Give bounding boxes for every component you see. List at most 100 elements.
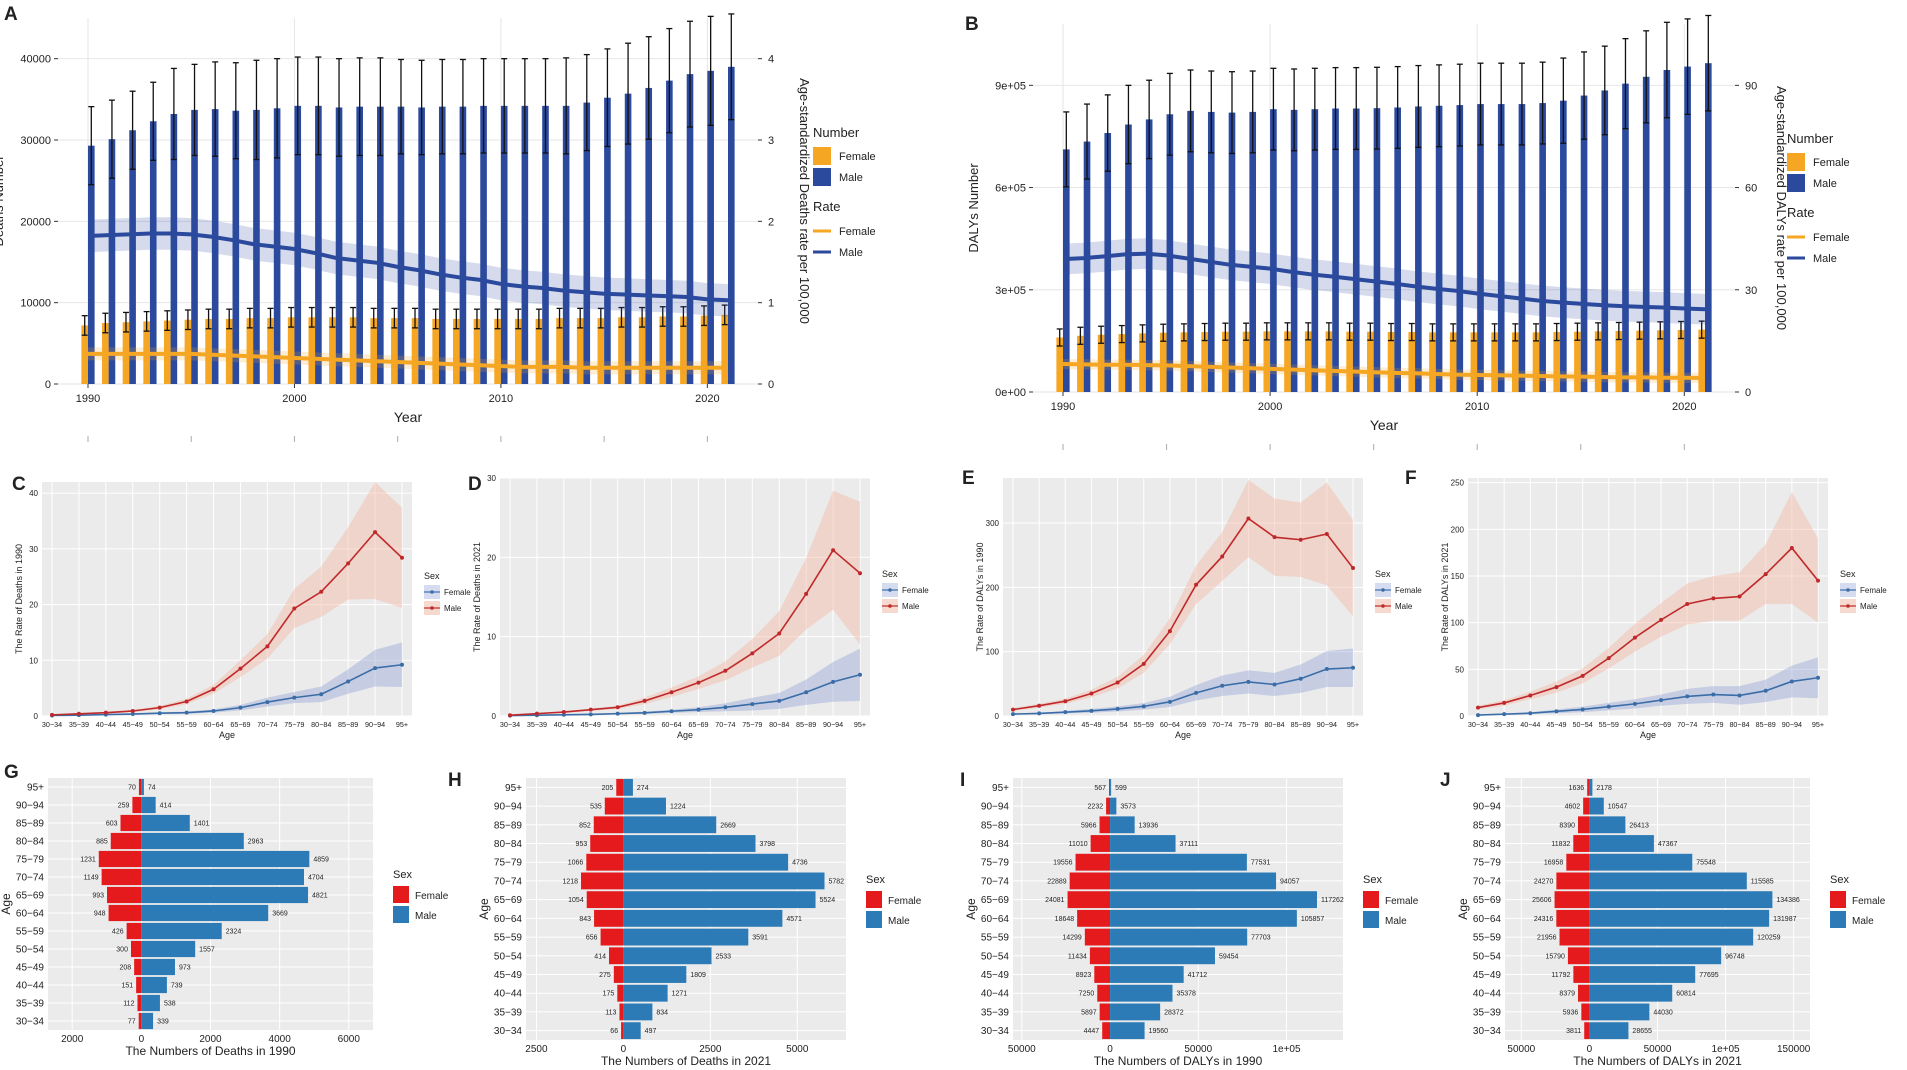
- male-point: [157, 705, 162, 710]
- male-point: [373, 530, 378, 535]
- x-tick-label: 55−59: [177, 720, 197, 729]
- age-tick-label: 55−59: [16, 927, 45, 938]
- male-point: [130, 708, 135, 713]
- legend-male-label: Male: [415, 911, 437, 922]
- x-tick-label: 0: [1107, 1044, 1113, 1055]
- x-tick-label: 2010: [489, 393, 513, 405]
- legend-number-rate: Number Female Male Rate Female Male: [813, 125, 876, 259]
- x-tick-label: 1990: [76, 393, 100, 405]
- female-point: [561, 712, 566, 717]
- male-bar: [1166, 114, 1174, 392]
- male-bar: [686, 74, 694, 385]
- panel-label-I: I: [960, 770, 965, 791]
- male-bar: [1663, 70, 1671, 392]
- x-tick-label: 1e+05: [1712, 1044, 1741, 1055]
- female-point: [696, 707, 701, 712]
- male-value-label: 1809: [690, 972, 706, 979]
- female-bar: [1636, 330, 1643, 392]
- male-bar: [623, 966, 687, 983]
- male-point: [1220, 554, 1225, 559]
- male-value-label: 2178: [1596, 785, 1612, 792]
- x-tick-label: 75−79: [1238, 720, 1258, 729]
- x-tick-label: 40−44: [1055, 720, 1075, 729]
- male-bar: [141, 940, 196, 958]
- male-bar: [1104, 133, 1112, 392]
- male-value-label: 47367: [1658, 841, 1678, 848]
- legend-male-swatch: [393, 906, 409, 923]
- x-tick-label: 5000: [786, 1044, 809, 1055]
- chart-E: 0 100 200 300 30−34 35−39 40−44 45−49 50−54 55−59…: [975, 478, 1422, 740]
- legend-female-label: Female: [888, 896, 922, 907]
- female-rate-line: [51, 663, 403, 717]
- female-bar: [132, 796, 142, 814]
- female-bar: [1615, 331, 1623, 392]
- male-bar: [1110, 984, 1173, 1002]
- legend-male-dot: [888, 604, 892, 608]
- y2-tick-label: 30: [1745, 285, 1757, 297]
- female-bar: [453, 318, 460, 384]
- male-bar: [88, 145, 95, 384]
- male-bar: [141, 814, 190, 832]
- y-tick-label: 20: [487, 553, 496, 562]
- age-tick-label: 70−74: [981, 876, 1010, 887]
- female-bar: [1387, 332, 1395, 392]
- female-value-label: 1218: [562, 878, 578, 885]
- female-bar: [1556, 872, 1590, 890]
- male-bar: [397, 106, 405, 385]
- female-point: [1220, 683, 1225, 688]
- legend-sex-title: Sex: [866, 874, 885, 886]
- female-point: [642, 710, 647, 715]
- female-point: [588, 712, 593, 717]
- x-tick-label: 0: [621, 1044, 627, 1055]
- age-tick-label: 45−49: [494, 970, 523, 981]
- male-value-label: 414: [160, 803, 172, 810]
- plot-panel: [1013, 778, 1343, 1040]
- male-value-label: 26413: [1629, 822, 1649, 829]
- male-rate-line: [509, 548, 861, 717]
- male-point: [723, 668, 728, 673]
- male-value-label: 117262: [1321, 897, 1344, 904]
- male-point: [508, 713, 512, 718]
- male-bar: [1589, 984, 1673, 1002]
- y-tick-label: 6e+05: [995, 183, 1026, 195]
- female-bar: [120, 814, 142, 832]
- age-tick-label: 65−69: [494, 895, 523, 906]
- x-tick-label: 95+: [1812, 720, 1824, 729]
- male-point: [1528, 693, 1533, 698]
- male-bar: [1589, 872, 1747, 890]
- male-value-label: 94057: [1280, 878, 1300, 885]
- x-tick-label: 2000: [282, 393, 306, 405]
- male-bar: [1125, 124, 1132, 392]
- female-value-label: 843: [579, 916, 591, 923]
- female-bar: [1201, 332, 1208, 392]
- female-bar: [600, 928, 624, 946]
- age-tick-label: 55−59: [494, 933, 523, 944]
- y2-tick-label: 1: [768, 298, 774, 310]
- female-bar: [1677, 329, 1685, 392]
- male-bar: [108, 139, 116, 384]
- female-point: [1528, 711, 1533, 716]
- female-bar: [1556, 909, 1590, 927]
- panel-label-B: B: [965, 14, 979, 35]
- x-tick-label: 2000: [1258, 401, 1282, 413]
- plot-panel: [42, 482, 412, 716]
- age-tick-label: 60−64: [494, 914, 523, 925]
- female-value-label: 11434: [1068, 953, 1087, 960]
- female-value-label: 5966: [1081, 822, 1097, 829]
- age-tick-label: 55−59: [981, 933, 1010, 944]
- male-bar: [1589, 947, 1722, 965]
- y-axis-label: Age: [0, 893, 13, 915]
- y-axis-label: Age: [477, 898, 491, 920]
- female-bar: [1263, 331, 1271, 392]
- male-value-label: 77703: [1251, 935, 1271, 942]
- y2-tick-label: 3: [768, 135, 774, 147]
- male-bar: [1352, 108, 1360, 393]
- plot-panel: [1033, 24, 1735, 392]
- x-tick-label: 35−39: [1029, 720, 1049, 729]
- female-bar: [1587, 778, 1590, 796]
- female-bar: [1304, 331, 1312, 392]
- male-value-label: 28372: [1164, 1009, 1184, 1016]
- female-bar: [1559, 928, 1590, 946]
- male-bar: [645, 87, 653, 385]
